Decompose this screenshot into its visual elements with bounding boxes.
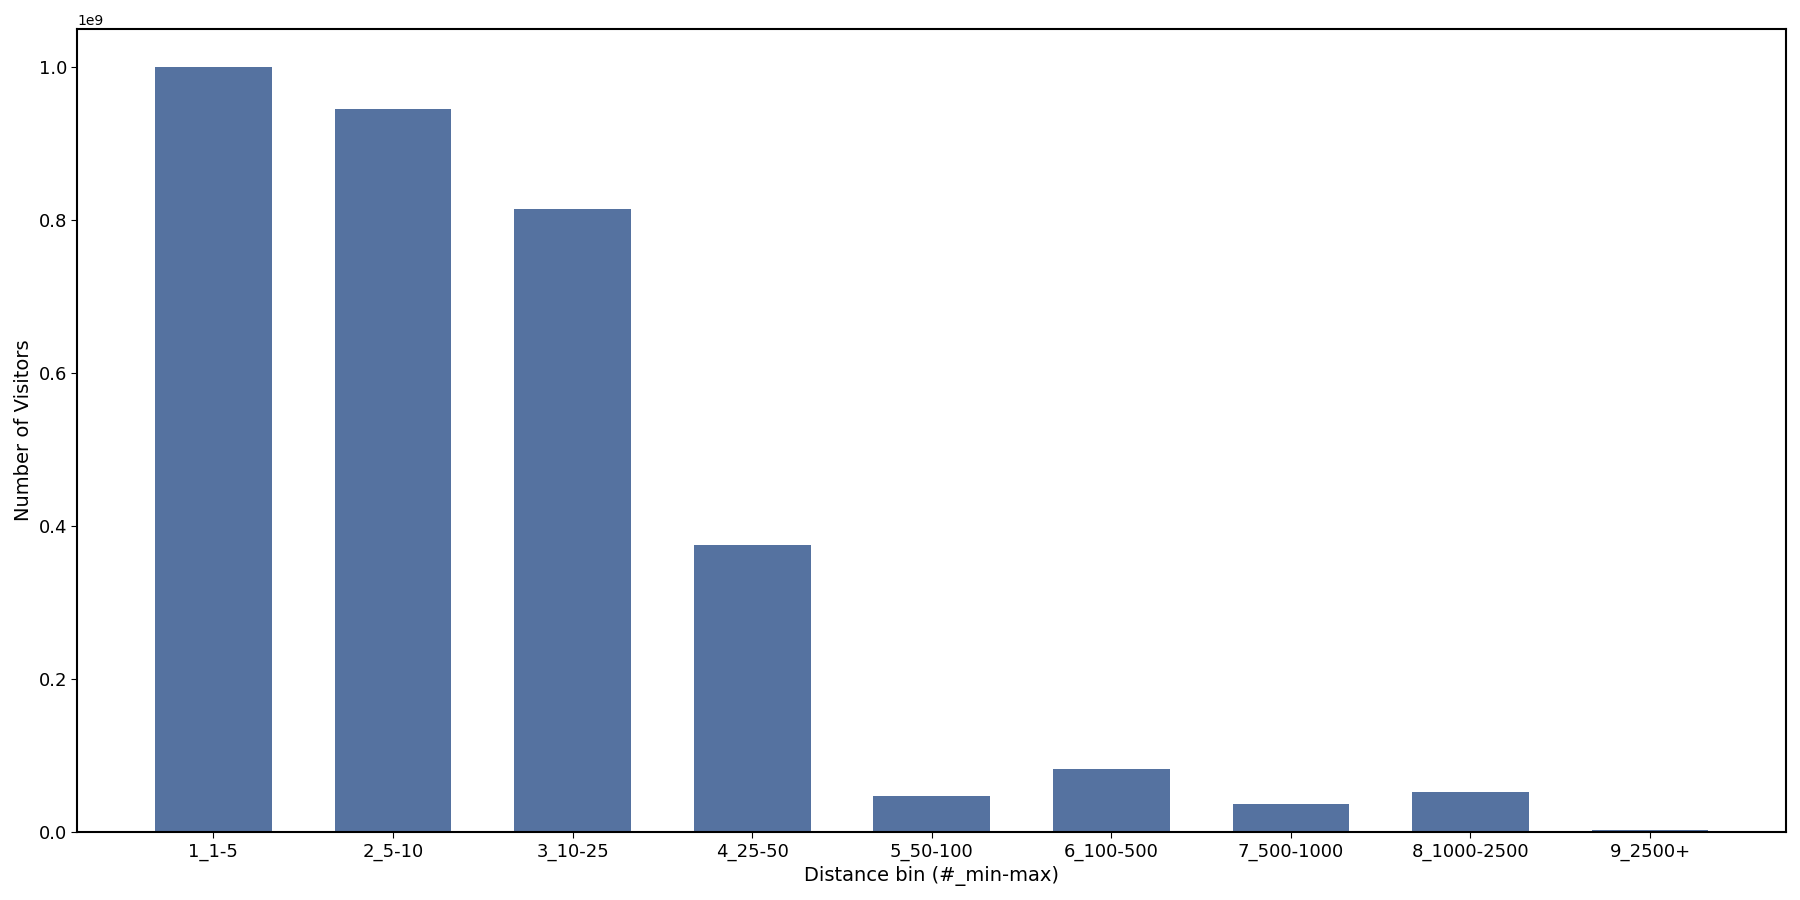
Bar: [515, 209, 632, 832]
Bar: [873, 796, 990, 832]
X-axis label: Distance bin (#_min-max): Distance bin (#_min-max): [805, 866, 1058, 886]
Bar: [693, 545, 810, 832]
Bar: [1233, 804, 1350, 833]
Y-axis label: Number of Visitors: Number of Visitors: [14, 340, 32, 521]
Bar: [1053, 770, 1170, 832]
Bar: [1591, 830, 1708, 833]
Bar: [155, 68, 272, 833]
Bar: [1413, 792, 1528, 832]
Bar: [335, 110, 452, 832]
